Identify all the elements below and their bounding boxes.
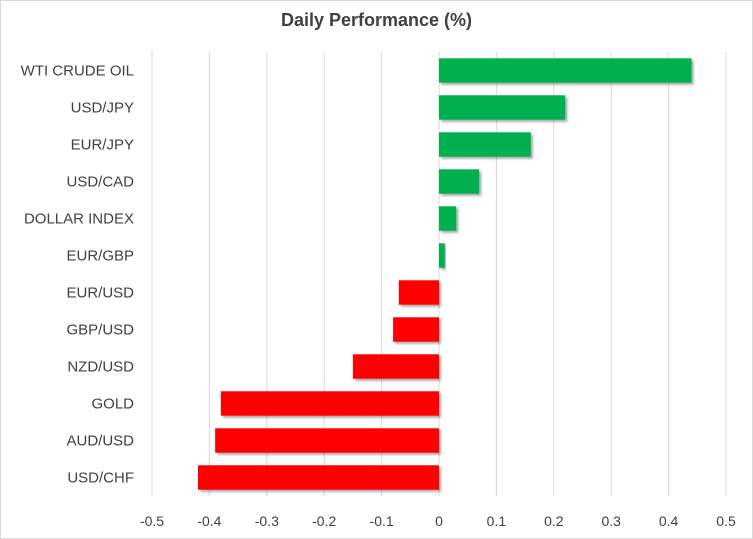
x-tick-label: 0: [435, 513, 443, 529]
category-label: EUR/USD: [66, 285, 134, 302]
bar: [439, 206, 457, 231]
x-tick-labels: -0.5 -0.4 -0.3 -0.2 -0.1 0 0.1 0.2 0.3 0.4 0.5: [140, 513, 736, 529]
bar: [439, 169, 480, 194]
bar: [439, 132, 531, 157]
category-label: EUR/GBP: [66, 248, 134, 265]
x-tick-label: 0.3: [601, 513, 621, 529]
bar: [220, 391, 439, 416]
x-tick-label: 0.4: [659, 513, 679, 529]
category-label: WTI CRUDE OIL: [21, 63, 134, 80]
category-label: USD/JPY: [71, 100, 134, 117]
x-tick-label: 0.2: [544, 513, 564, 529]
x-tick-label: -0.2: [312, 513, 336, 529]
category-label: USD/CHF: [67, 470, 134, 487]
bar: [439, 243, 445, 268]
x-tick-label: -0.4: [197, 513, 221, 529]
category-label: DOLLAR INDEX: [24, 211, 134, 228]
x-tick-label: -0.3: [255, 513, 279, 529]
bar: [398, 280, 439, 305]
bar: [352, 354, 439, 379]
x-tick-label: -0.5: [140, 513, 164, 529]
category-labels: WTI CRUDE OIL USD/JPY EUR/JPY USD/CAD DOLLAR…: [21, 63, 135, 487]
bars: [197, 58, 692, 490]
category-label: AUD/USD: [66, 433, 134, 450]
bar: [439, 95, 566, 120]
x-tick-label: 0.1: [487, 513, 507, 529]
category-label: GOLD: [91, 396, 134, 413]
category-label: GBP/USD: [66, 322, 134, 339]
grid-lines: [151, 52, 727, 496]
x-tick-label: -0.1: [370, 513, 394, 529]
bar: [215, 428, 439, 453]
bar: [393, 317, 439, 342]
chart-title: Daily Performance (%): [280, 10, 473, 30]
x-tick-label: 0.5: [716, 513, 736, 529]
category-label: USD/CAD: [66, 174, 134, 191]
bar: [197, 465, 439, 490]
category-label: EUR/JPY: [71, 137, 134, 154]
bar: [439, 58, 692, 83]
category-label: NZD/USD: [67, 359, 134, 376]
